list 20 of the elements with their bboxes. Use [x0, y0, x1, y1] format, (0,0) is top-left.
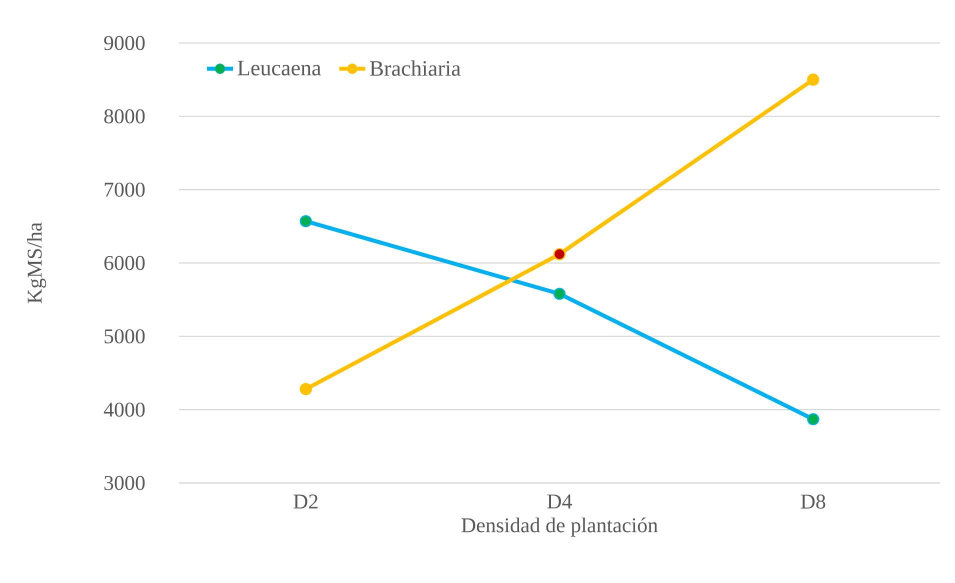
x-tick-label: D4: [547, 494, 572, 508]
point: [300, 215, 312, 228]
x-axis-title: Densidad de plantación: [462, 518, 658, 537]
legend-label: Brachiaria: [370, 60, 461, 76]
y-axis-title: KgMS/ha: [27, 222, 46, 304]
y-tick-label: 3000: [104, 476, 145, 490]
legend-label: Leucaena: [238, 60, 322, 76]
y-tick-label: 5000: [104, 329, 145, 344]
y-tick-label: 6000: [104, 256, 145, 270]
point: [553, 288, 566, 300]
y-tick-label: 4000: [104, 402, 145, 417]
y-tick-label: 9000: [104, 36, 145, 50]
point: [300, 383, 312, 396]
x-tick-label: D2: [294, 494, 318, 508]
point: [553, 248, 566, 260]
y-tick-label: 7000: [104, 182, 145, 197]
x-tick-label: D8: [800, 494, 826, 509]
point: [807, 413, 820, 426]
point: [807, 74, 820, 86]
y-tick-label: 8000: [104, 109, 145, 124]
